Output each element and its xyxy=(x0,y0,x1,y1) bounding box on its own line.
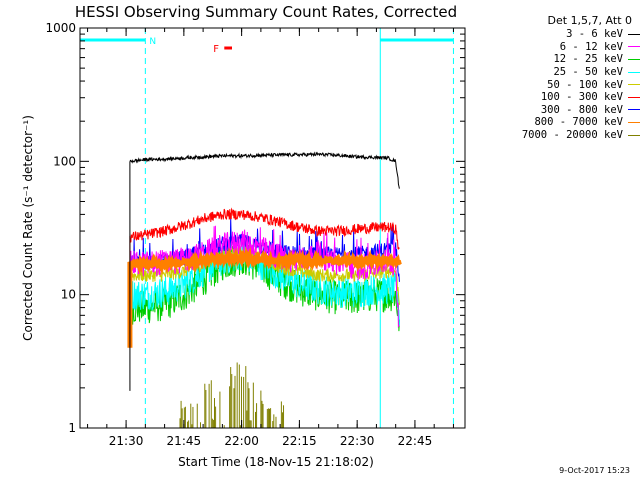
legend-item: 6 - 12 keV xyxy=(478,41,640,54)
legend-item: 50 - 100 keV xyxy=(478,78,640,91)
x-tick-label: 22:30 xyxy=(340,434,375,448)
legend-swatch xyxy=(628,134,640,136)
night-label: N xyxy=(149,37,156,47)
series-3to6keV xyxy=(129,151,400,391)
series-line xyxy=(129,207,400,348)
legend-swatch xyxy=(628,46,640,48)
legend-swatch xyxy=(628,96,640,98)
footer-date: 9-Oct-2017 15:23 xyxy=(559,466,630,475)
y-tick-label: 100 xyxy=(53,154,76,168)
legend: 3 - 6 keV 6 - 12 keV 12 - 25 keV 25 - 50 ke… xyxy=(478,28,640,141)
y-axis-label: Corrected Count Rate (s⁻¹ detector⁻¹) xyxy=(21,115,35,341)
flare-marker: F xyxy=(213,44,232,55)
legend-item: 12 - 25 keV xyxy=(478,53,640,66)
legend-label: 25 - 50 keV xyxy=(553,66,623,79)
plot-frame xyxy=(79,27,466,429)
legend-swatch xyxy=(628,71,640,73)
legend-item: 25 - 50 keV xyxy=(478,66,640,79)
legend-swatch xyxy=(628,33,640,35)
x-tick-label: 21:30 xyxy=(109,434,144,448)
chart-title: HESSI Observing Summary Count Rates, Cor… xyxy=(75,3,457,21)
legend-label: 300 - 800 keV xyxy=(540,103,623,116)
x-tick-label: 21:45 xyxy=(167,434,202,448)
legend-item: 7000 - 20000 keV xyxy=(478,129,640,142)
night-intervals-layer: N xyxy=(79,28,454,428)
x-axis-label: Start Time (18-Nov-15 21:18:02) xyxy=(178,455,374,469)
series-line xyxy=(129,151,400,391)
legend-label: 50 - 100 keV xyxy=(547,78,623,91)
x-tick-label: 22:00 xyxy=(224,434,259,448)
legend-item: 800 - 7000 keV xyxy=(478,116,640,129)
series-line xyxy=(127,246,402,348)
legend-swatch xyxy=(628,121,640,123)
x-tick-label: 22:45 xyxy=(398,434,433,448)
legend-item: 3 - 6 keV xyxy=(478,28,640,41)
night-interval-0: N xyxy=(79,28,156,428)
legend-label: 100 - 300 keV xyxy=(540,91,623,104)
annotations-layer: F xyxy=(213,44,232,55)
legend-label: 7000 - 20000 keV xyxy=(521,129,623,142)
x-tick-label: 22:15 xyxy=(282,434,317,448)
legend-item: 100 - 300 keV xyxy=(478,91,640,104)
legend-label: 12 - 25 keV xyxy=(553,53,623,66)
series-layer xyxy=(127,151,402,428)
flare-label: F xyxy=(213,44,219,55)
x-axis: 21:30 21:45 22:00 22:15 22:30 22:45 xyxy=(87,28,454,448)
legend-title: Det 1,5,7, Att 0 xyxy=(547,14,632,27)
legend-swatch xyxy=(628,84,640,86)
y-tick-label: 1000 xyxy=(45,21,76,35)
y-tick-label: 10 xyxy=(61,288,76,302)
series-7000to20000keV xyxy=(179,362,285,428)
legend-swatch xyxy=(628,109,640,111)
axes-layer: 21:30 21:45 22:00 22:15 22:30 22:45 1 10 100 1000 xyxy=(45,21,465,448)
y-axis: 1 10 100 1000 xyxy=(45,21,465,435)
legend-label: 6 - 12 keV xyxy=(559,40,623,53)
legend-label: 800 - 7000 keV xyxy=(534,116,623,129)
legend-label: 3 - 6 keV xyxy=(566,28,623,41)
series-800to7000keV xyxy=(127,246,402,348)
legend-item: 300 - 800 keV xyxy=(478,104,640,117)
series-100to300keV xyxy=(129,207,400,348)
legend-swatch xyxy=(628,58,640,60)
y-tick-label: 1 xyxy=(68,421,76,435)
